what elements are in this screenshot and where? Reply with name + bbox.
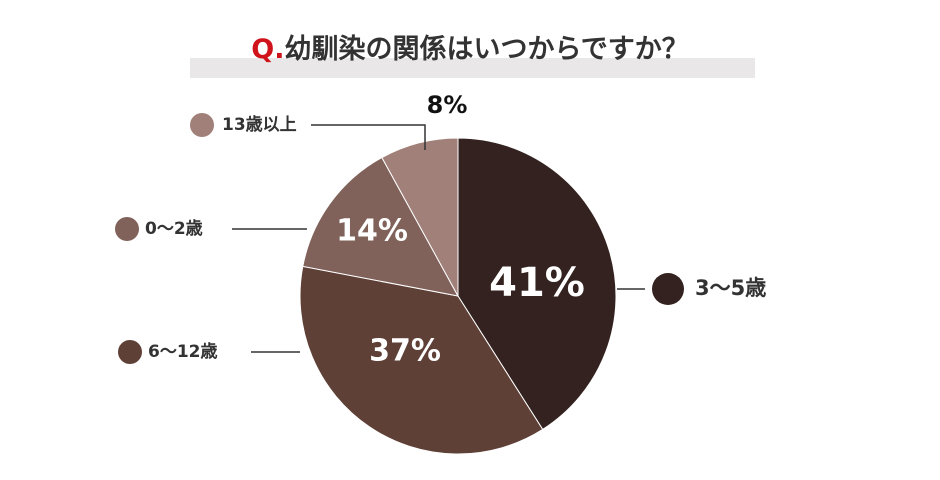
- pie-slice: [302, 156, 459, 297]
- legend-label: 6〜12歳: [148, 341, 218, 362]
- legend-marker: [118, 340, 142, 364]
- chart-title: Q.幼馴染の関係はいつからですか？: [251, 34, 688, 65]
- leader-line: [311, 124, 426, 150]
- legend-marker: [652, 273, 684, 305]
- legend-marker: [190, 113, 214, 137]
- pie-slice: [299, 265, 544, 455]
- legend-label: 0〜2歳: [145, 218, 203, 239]
- title-prefix: Q.: [251, 34, 284, 65]
- value-label: 41%: [489, 260, 585, 306]
- pie-slice: [381, 137, 459, 297]
- pie-slice: [457, 137, 617, 431]
- legend-marker: [115, 217, 139, 241]
- legend-label: 13歳以上: [222, 114, 297, 135]
- value-label: 14%: [336, 214, 408, 249]
- title-text: 幼馴染の関係はいつからですか？: [285, 34, 689, 65]
- value-label: 37%: [369, 334, 441, 369]
- value-label: 8%: [427, 91, 468, 119]
- title-highlight: [190, 58, 755, 78]
- legend-label: 3〜5歳: [695, 276, 766, 300]
